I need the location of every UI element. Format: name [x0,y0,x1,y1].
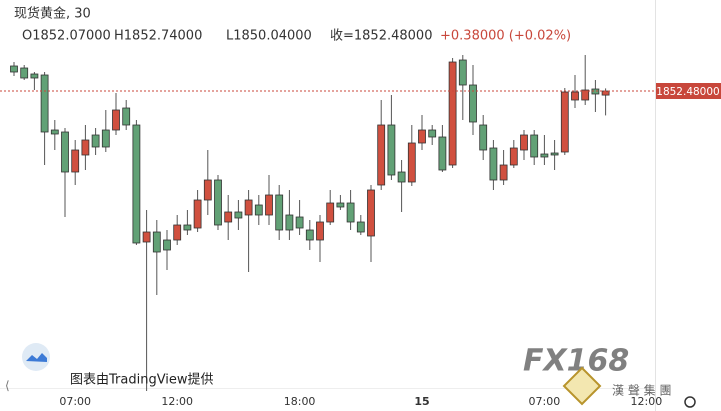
ohlc-legend: O1852.07000 H1852.74000 L1850.04000 收=1852.… [22,29,571,44]
legend-value: O1852.07000 [22,29,111,44]
candle-body [285,214,294,231]
candle-body [305,229,314,241]
candle-body [295,216,304,229]
candle-body [448,61,457,166]
logo-diamond [562,366,602,406]
candle-body [244,199,253,216]
x-tick-label: 07:00 [59,395,91,408]
candle-body [540,153,549,158]
candle-body [163,239,171,251]
legend-value: 收=1852.48000 [330,29,432,44]
x-tick-label: 07:00 [529,395,561,408]
candle-body [530,134,539,158]
candle-body [265,194,273,216]
plot-area [0,55,655,391]
candle-body [550,152,559,156]
candle-body [40,74,49,133]
candle-body [20,67,29,79]
candle-body [254,204,263,216]
candle-body [152,231,161,253]
candle-body [50,129,59,135]
candle-body [601,90,610,96]
fx168-logo: FX168 漢 聲 集 團 [523,344,671,406]
x-tick-label: 12:00 [161,395,193,408]
candle-body [30,73,39,79]
candle-body [10,65,18,73]
candle-body [591,88,600,95]
candle-body [571,91,579,101]
candle-body [122,107,131,126]
candle-body [193,199,202,229]
candle-body [469,84,477,123]
candle-body [224,211,233,223]
legend-value: L1850.04000 [226,29,312,44]
candle-body [132,124,141,244]
candle-body [71,149,80,173]
tradingview-badge: 图表由TradingView提供 [22,343,214,388]
scroll-handle[interactable]: ⟨ [5,379,10,393]
candle-body [356,221,365,233]
candle-body [458,59,467,86]
x-tick-label: 12:00 [631,395,663,408]
candle-body [112,109,120,131]
candle-body [326,202,335,223]
candle-body [183,224,192,231]
x-tick-label: 18:00 [284,395,316,408]
candle-body [61,131,69,173]
candle-body [316,221,324,241]
badge-circle [22,343,50,371]
last-price-tag [656,83,721,99]
candle-body [234,211,243,219]
candle-body [520,134,528,151]
candle-body [489,147,498,181]
badge-icon [26,353,47,362]
candle-body [387,124,396,176]
candle-body [428,129,437,138]
attribution: 图表由TradingView提供 [70,372,214,388]
candle-body [479,124,488,151]
candle-body [581,89,590,101]
candle-body [336,202,345,208]
candle-body [101,129,110,148]
chart-title: 现货黄金, 30 [14,6,91,22]
candle-body [509,147,518,166]
logo-subtitle: 漢 聲 集 團 [612,383,671,398]
candle-body [203,179,212,201]
candle-body [214,179,222,226]
settings-gear[interactable] [684,396,696,408]
candle-body [346,202,355,223]
candle-body [91,134,100,148]
candle-body [438,136,447,171]
x-tick-label: 15 [414,395,429,408]
candle-body [142,231,151,243]
candle-body [81,139,90,156]
legend-value: +0.38000 (+0.02%) [440,29,571,44]
candle-body [407,142,416,183]
candle-body [275,194,284,231]
candle-body [173,224,182,241]
candle-body [397,171,406,183]
last-price-label: 1852.48000 [656,86,719,98]
candle-body [367,189,375,237]
candle-body [560,91,569,153]
candle-body [418,129,426,144]
legend-value: H1852.74000 [114,29,202,44]
candle-body [377,124,386,186]
candle-body [499,164,508,181]
